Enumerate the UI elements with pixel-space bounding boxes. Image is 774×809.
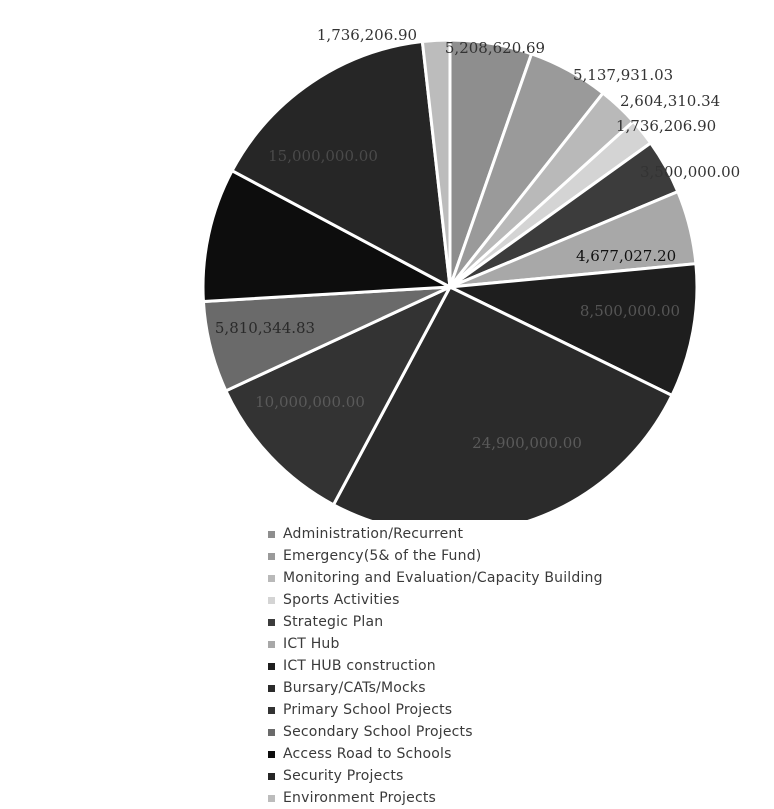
legend-swatch bbox=[268, 530, 275, 538]
pie-slice-9 bbox=[223, 283, 454, 507]
pie-slice-12 bbox=[230, 39, 452, 290]
legend-label: Sports Activities bbox=[283, 592, 400, 608]
legend-label: Monitoring and Evaluation/Capacity Build… bbox=[283, 570, 603, 586]
legend-label: ICT Hub bbox=[283, 636, 340, 652]
legend-swatch bbox=[268, 794, 275, 802]
legend-label: Environment Projects bbox=[283, 790, 437, 806]
data-label-6: 4,677,027.20 bbox=[576, 247, 676, 265]
legend-label: Secondary School Projects bbox=[283, 724, 473, 740]
data-label-10: 5,810,344.83 bbox=[215, 319, 315, 337]
data-label-4: 1,736,206.90 bbox=[616, 117, 716, 135]
pie-slice-11 bbox=[201, 168, 456, 304]
chart-legend: Administration/Recurrent Emergency(5& of … bbox=[268, 523, 603, 809]
legend-label: ICT HUB construction bbox=[283, 658, 436, 674]
data-label-8: 24,900,000.00 bbox=[472, 434, 582, 452]
data-label-9: 10,000,000.00 bbox=[255, 393, 365, 411]
data-label-5: 3,500,000.00 bbox=[640, 163, 740, 181]
legend-swatch bbox=[268, 662, 275, 670]
legend-swatch bbox=[268, 618, 275, 626]
data-label-3: 2,604,310.34 bbox=[620, 92, 720, 110]
legend-entry-11: Access Road to Schools bbox=[268, 743, 603, 765]
legend-entry-6: ICT Hub bbox=[268, 633, 603, 655]
legend-entry-13: Environment Projects bbox=[268, 787, 603, 809]
data-label-2: 5,137,931.03 bbox=[573, 66, 673, 84]
data-label-1: 5,208,620.69 bbox=[445, 39, 545, 57]
legend-swatch bbox=[268, 552, 275, 560]
legend-label: Access Road to Schools bbox=[283, 746, 452, 762]
legend-swatch bbox=[268, 574, 275, 582]
data-label-12: 15,000,000.00 bbox=[268, 147, 378, 165]
pie-chart: 5,208,620.69 5,137,931.03 2,604,310.34 1,73… bbox=[201, 26, 740, 520]
legend-label: Emergency(5& of the Fund) bbox=[283, 548, 482, 564]
legend-entry-4: Sports Activities bbox=[268, 589, 603, 611]
legend-label: Security Projects bbox=[283, 768, 404, 784]
legend-swatch bbox=[268, 640, 275, 648]
legend-label: Bursary/CATs/Mocks bbox=[283, 680, 426, 696]
pie-slice-8 bbox=[331, 285, 674, 520]
legend-entry-1: Administration/Recurrent bbox=[268, 523, 603, 545]
legend-label: Primary School Projects bbox=[283, 702, 453, 718]
legend-swatch bbox=[268, 596, 275, 604]
data-label-13: 1,736,206.90 bbox=[317, 26, 417, 44]
legend-swatch bbox=[268, 772, 275, 780]
legend-label: Administration/Recurrent bbox=[283, 526, 464, 542]
pie-slice-13 bbox=[420, 38, 452, 288]
legend-swatch bbox=[268, 750, 275, 758]
legend-entry-12: Security Projects bbox=[268, 765, 603, 787]
legend-swatch bbox=[268, 728, 275, 736]
legend-entry-10: Secondary School Projects bbox=[268, 721, 603, 743]
legend-entry-8: Bursary/CATs/Mocks bbox=[268, 677, 603, 699]
legend-entry-2: Emergency(5& of the Fund) bbox=[268, 545, 603, 567]
legend-label: Strategic Plan bbox=[283, 614, 384, 630]
legend-swatch bbox=[268, 706, 275, 714]
legend-entry-5: Strategic Plan bbox=[268, 611, 603, 633]
legend-entry-7: ICT HUB construction bbox=[268, 655, 603, 677]
pie-slice-7 bbox=[444, 262, 699, 398]
data-label-7: 8,500,000.00 bbox=[580, 302, 680, 320]
legend-entry-9: Primary School Projects bbox=[268, 699, 603, 721]
legend-swatch bbox=[268, 684, 275, 692]
legend-entry-3: Monitoring and Evaluation/Capacity Build… bbox=[268, 567, 603, 589]
